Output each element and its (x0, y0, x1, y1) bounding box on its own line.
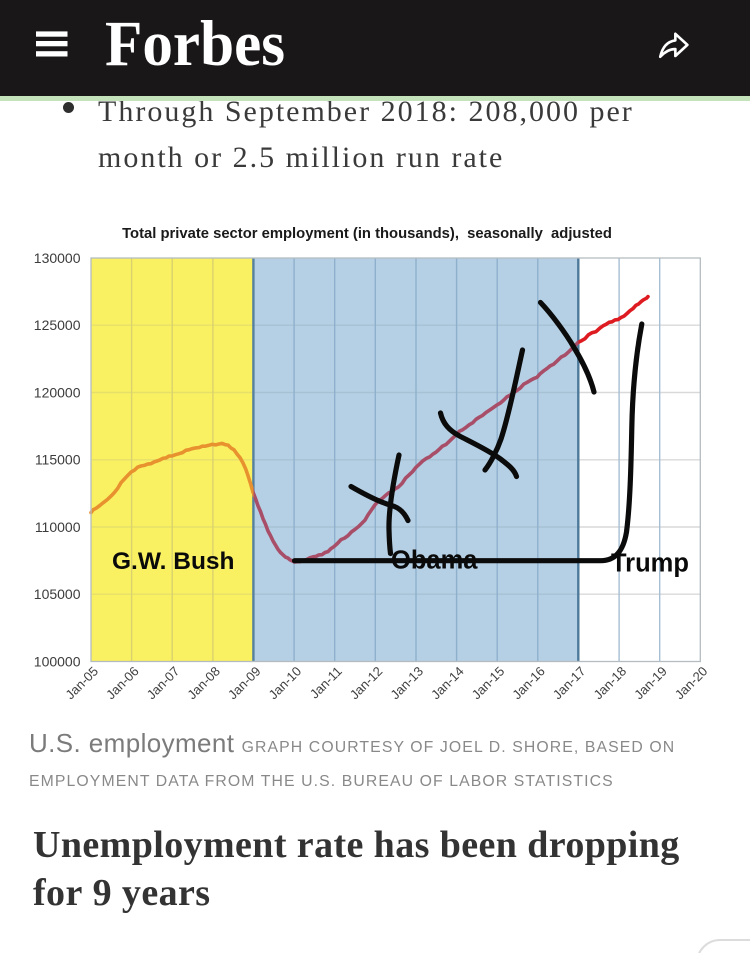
svg-text:115000: 115000 (35, 452, 81, 468)
svg-text:Trump: Trump (611, 550, 689, 578)
svg-text:G.W. Bush: G.W. Bush (112, 548, 235, 575)
svg-text:Jan-20: Jan-20 (672, 664, 711, 703)
svg-text:Jan-14: Jan-14 (428, 664, 467, 703)
svg-text:Jan-11: Jan-11 (307, 664, 345, 702)
svg-text:Jan-08: Jan-08 (184, 664, 223, 703)
svg-text:120000: 120000 (34, 384, 81, 400)
svg-text:Jan-10: Jan-10 (266, 664, 305, 703)
svg-text:Jan-19: Jan-19 (631, 664, 670, 703)
svg-text:125000: 125000 (34, 317, 81, 333)
svg-text:105000: 105000 (34, 586, 81, 602)
svg-text:100000: 100000 (34, 653, 81, 669)
svg-text:Jan-07: Jan-07 (144, 664, 183, 703)
svg-text:130000: 130000 (34, 250, 81, 266)
svg-text:Jan-16: Jan-16 (509, 664, 548, 703)
svg-text:Jan-13: Jan-13 (387, 664, 426, 703)
svg-text:110000: 110000 (35, 519, 81, 535)
svg-text:Jan-06: Jan-06 (103, 664, 142, 703)
svg-text:Obama: Obama (391, 547, 478, 575)
svg-text:Jan-05: Jan-05 (62, 664, 101, 703)
svg-text:Jan-15: Jan-15 (469, 664, 508, 703)
svg-text:Jan-12: Jan-12 (347, 664, 386, 703)
svg-text:Jan-18: Jan-18 (591, 664, 630, 703)
svg-text:Jan-17: Jan-17 (550, 664, 589, 703)
svg-text:Jan-09: Jan-09 (225, 664, 264, 703)
svg-text:Total private sector employmen: Total private sector employment (in thou… (122, 226, 612, 242)
